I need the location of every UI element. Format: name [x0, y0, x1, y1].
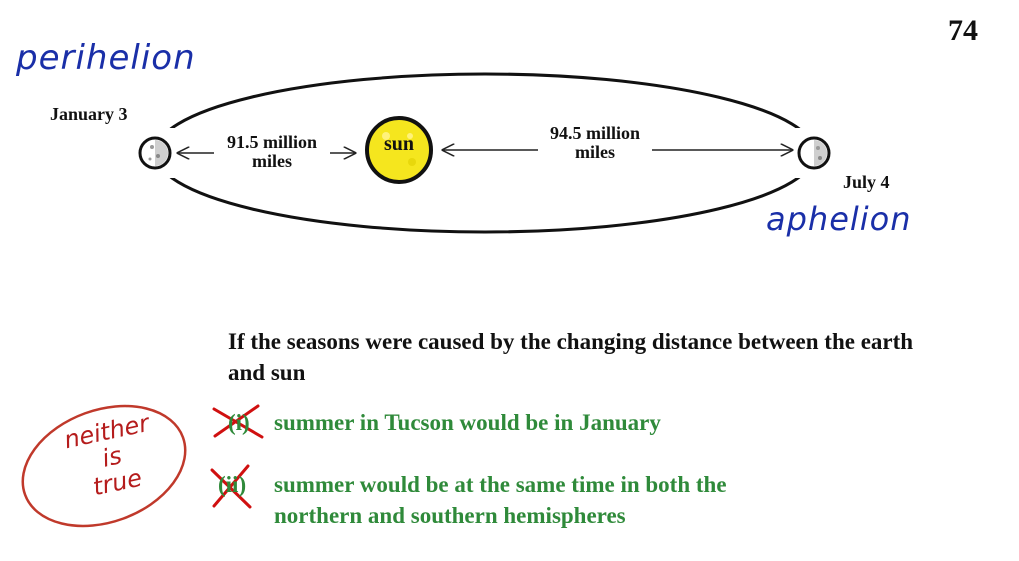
- july-date-label: July 4: [843, 172, 890, 192]
- page-number: 74: [948, 14, 978, 47]
- note-circle: [21, 404, 187, 528]
- option-2-text: summer would be at the same time in both…: [274, 472, 727, 528]
- cross-out-mark-2: [210, 464, 252, 509]
- option-2-number: (ii): [218, 472, 247, 497]
- perihelion-handwritten-label: perihelion: [16, 38, 196, 78]
- near-distance-label: 91.5 million miles: [214, 133, 330, 171]
- option-1-text: summer in Tucson would be in January: [274, 410, 661, 435]
- cross-out-mark-1: [212, 404, 264, 439]
- aphelion-handwritten-label: aphelion: [766, 200, 912, 238]
- sun-label: sun: [383, 133, 415, 155]
- question-text: If the seasons were caused by the changi…: [228, 329, 914, 385]
- near-distance-value: 91.5 million: [226, 132, 317, 152]
- near-distance-unit: miles: [252, 151, 292, 171]
- far-distance-value: 94.5 million: [549, 123, 640, 143]
- option-1-number: (i): [228, 410, 250, 435]
- january-date-label: January 3: [50, 104, 128, 124]
- far-distance-unit: miles: [575, 142, 615, 162]
- far-distance-label: 94.5 million miles: [538, 124, 652, 162]
